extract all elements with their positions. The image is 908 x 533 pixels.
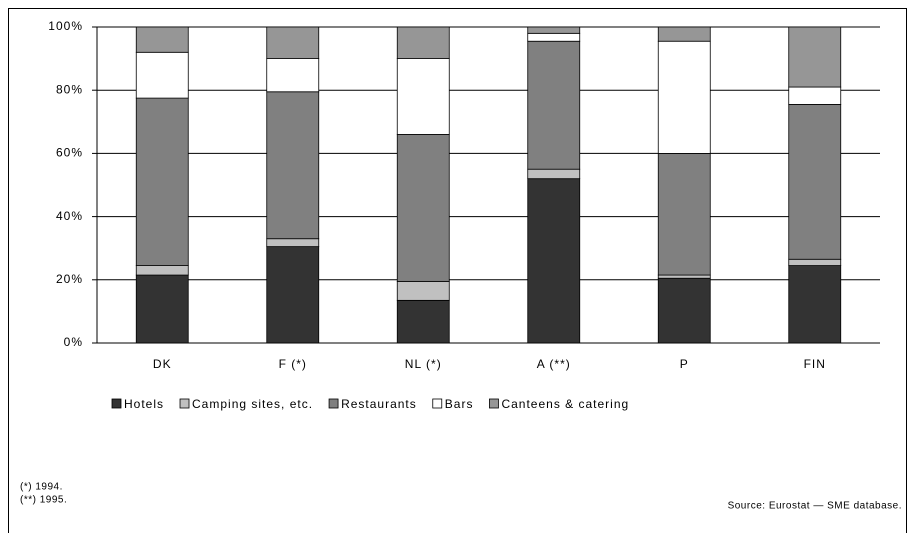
x-tick-label: DK (153, 357, 172, 371)
bar-segment (135, 51, 189, 99)
bar-segment (788, 104, 842, 260)
bar-segment (266, 26, 320, 60)
bar-segment (135, 26, 189, 53)
bar-segment (527, 32, 581, 42)
bar-segment (266, 246, 320, 344)
footnote: (**) 1995. (20, 495, 67, 506)
x-tick-label: FIN (804, 357, 826, 371)
bar-segment (788, 258, 842, 266)
bar-segment (266, 58, 320, 93)
bar-segment (135, 274, 189, 344)
bar-segment (266, 238, 320, 248)
bar-segment (396, 134, 450, 282)
y-tick-label: 40% (56, 209, 83, 223)
y-tick-label: 80% (56, 82, 83, 96)
legend-label: Canteens & catering (501, 397, 629, 411)
y-tick-label: 20% (56, 272, 83, 286)
legend-label: Camping sites, etc. (192, 397, 313, 411)
x-tick-label: A (**) (537, 357, 571, 371)
y-tick-label: 60% (56, 146, 83, 160)
legend-label: Restaurants (341, 397, 417, 411)
legend-swatch (328, 398, 339, 409)
bar-segment (788, 265, 842, 344)
legend-label: Bars (445, 397, 474, 411)
bar-segment (527, 168, 581, 180)
x-tick-label: F (*) (279, 357, 307, 371)
bar-segment (788, 86, 842, 105)
x-tick-label: P (680, 357, 689, 371)
legend-label: Hotels (124, 397, 164, 411)
bar-segment (657, 274, 711, 279)
bar-segment (266, 91, 320, 240)
y-tick-label: 100% (48, 19, 83, 33)
bar-segment (657, 26, 711, 42)
legend-swatch (432, 398, 443, 409)
bar-segment (527, 40, 581, 170)
bar-segment (135, 97, 189, 266)
legend-swatch (179, 398, 190, 409)
bar-segment (527, 26, 581, 34)
legend-swatch (111, 398, 122, 409)
bar-segment (135, 265, 189, 276)
legend-swatch (489, 398, 499, 409)
bar-segment (396, 26, 450, 60)
bar-segment (396, 58, 450, 135)
frame (8, 8, 907, 533)
source: Source: Eurostat — SME database. (728, 501, 902, 512)
bar-segment (396, 299, 450, 344)
bar-segment (396, 280, 450, 301)
bar-segment (657, 40, 711, 154)
bar-segment (657, 277, 711, 344)
x-tick-label: NL (*) (405, 357, 442, 371)
bar-segment (657, 152, 711, 276)
bar-segment (788, 26, 842, 88)
bar-segment (527, 178, 581, 344)
y-tick-label: 0% (64, 335, 83, 349)
footnote: (*) 1994. (20, 482, 63, 493)
